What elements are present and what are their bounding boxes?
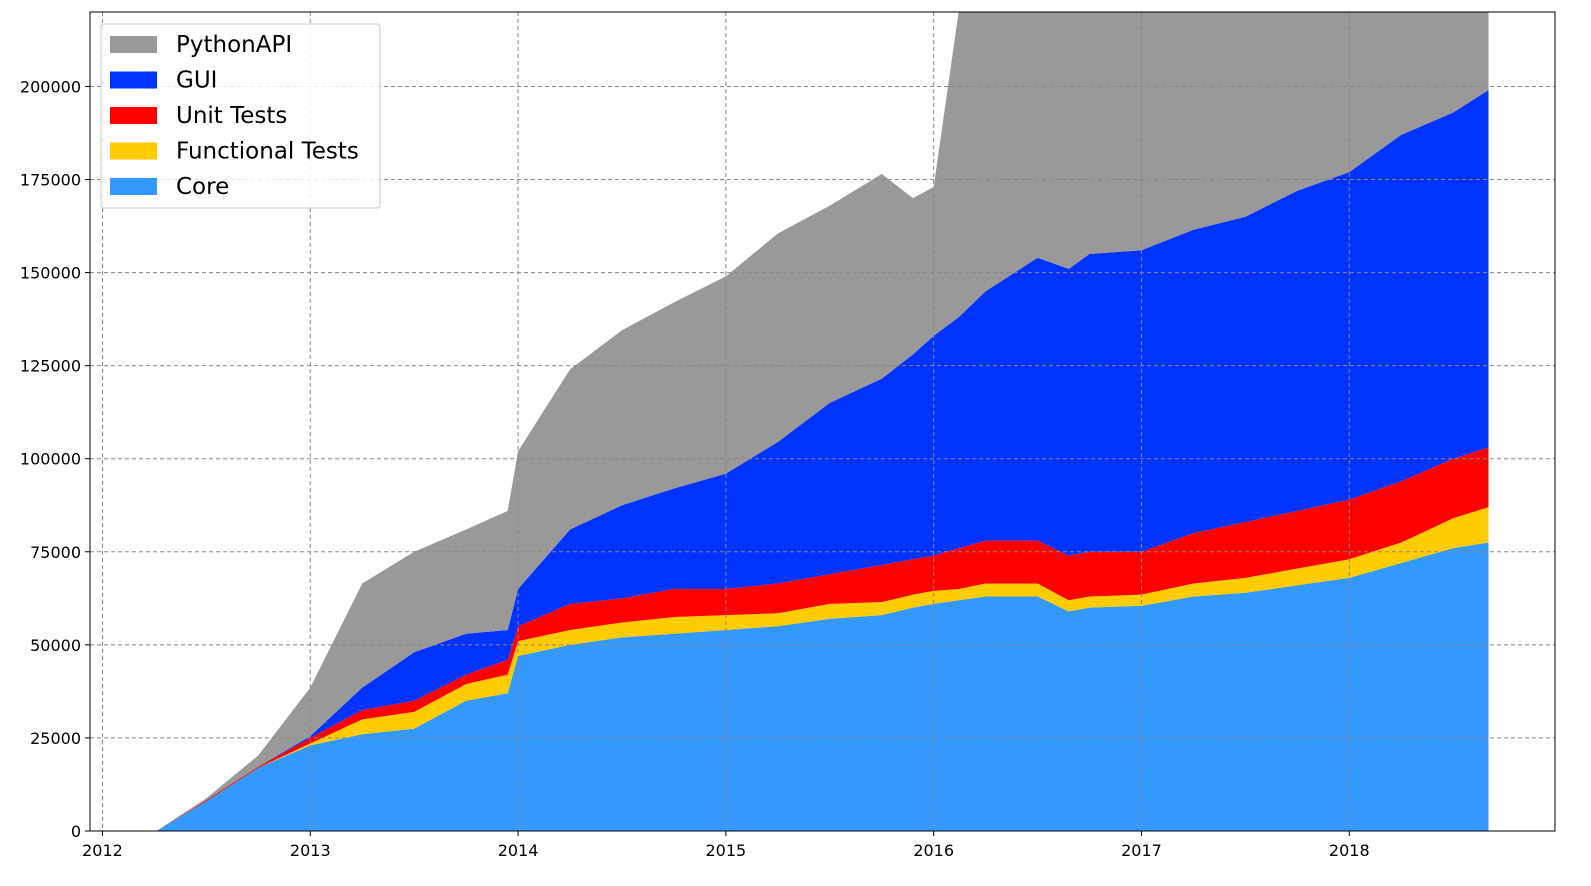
y-tick-label: 125000 (20, 357, 81, 376)
legend-label: Functional Tests (176, 139, 359, 165)
legend-label: Unit Tests (176, 103, 287, 129)
legend-label: GUI (176, 68, 217, 94)
y-tick-label: 150000 (20, 264, 81, 283)
y-tick-label: 75000 (30, 543, 81, 562)
legend-label: PythonAPI (176, 32, 292, 58)
x-tick-label: 2016 (913, 841, 954, 860)
x-tick-label: 2017 (1121, 841, 1162, 860)
legend-swatch (110, 178, 157, 195)
legend-swatch (110, 107, 157, 124)
legend-swatch (110, 142, 157, 160)
area-3 (156, 90, 1489, 831)
x-tick-label: 2015 (706, 841, 747, 860)
y-tick-label: 50000 (30, 636, 81, 655)
legend-swatch (110, 36, 157, 53)
y-tick-label: 200000 (20, 77, 81, 96)
y-tick-label: 25000 (30, 729, 81, 748)
y-tick-label: 100000 (20, 450, 81, 469)
x-tick-label: 2018 (1329, 841, 1370, 860)
x-tick-label: 2012 (82, 841, 123, 860)
x-tick-label: 2013 (290, 841, 331, 860)
area-4 (156, 12, 1489, 831)
y-tick-label: 0 (71, 822, 81, 841)
plot-frame (89, 11, 1556, 832)
legend-label: Core (176, 174, 229, 200)
plot-area (156, 12, 1489, 831)
legend: PythonAPI GUI Unit Tests Functional Tests Co… (100, 23, 381, 209)
area-0 (156, 542, 1489, 831)
legend-swatch (110, 71, 157, 89)
y-tick-label: 175000 (20, 171, 81, 190)
x-tick-label: 2014 (498, 841, 539, 860)
legend-box (100, 23, 381, 209)
